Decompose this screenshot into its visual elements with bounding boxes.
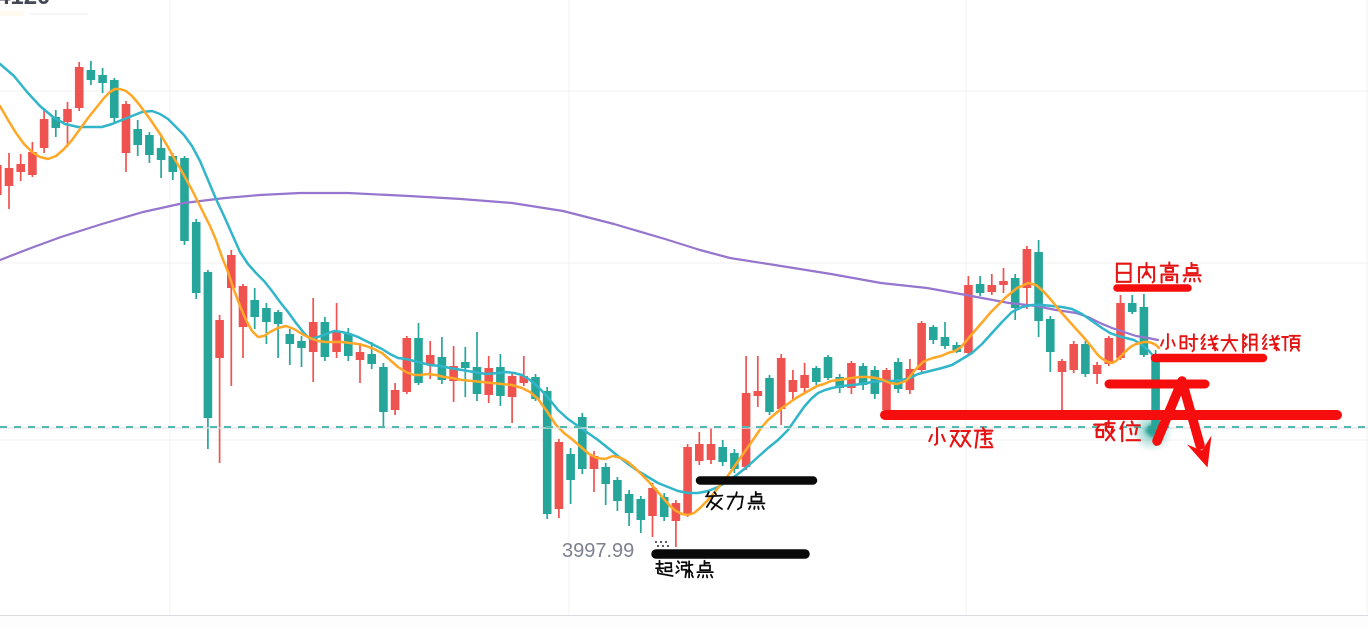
svg-text:3997.99: 3997.99 [562, 540, 634, 562]
svg-text:4120: 4120 [0, 0, 50, 10]
